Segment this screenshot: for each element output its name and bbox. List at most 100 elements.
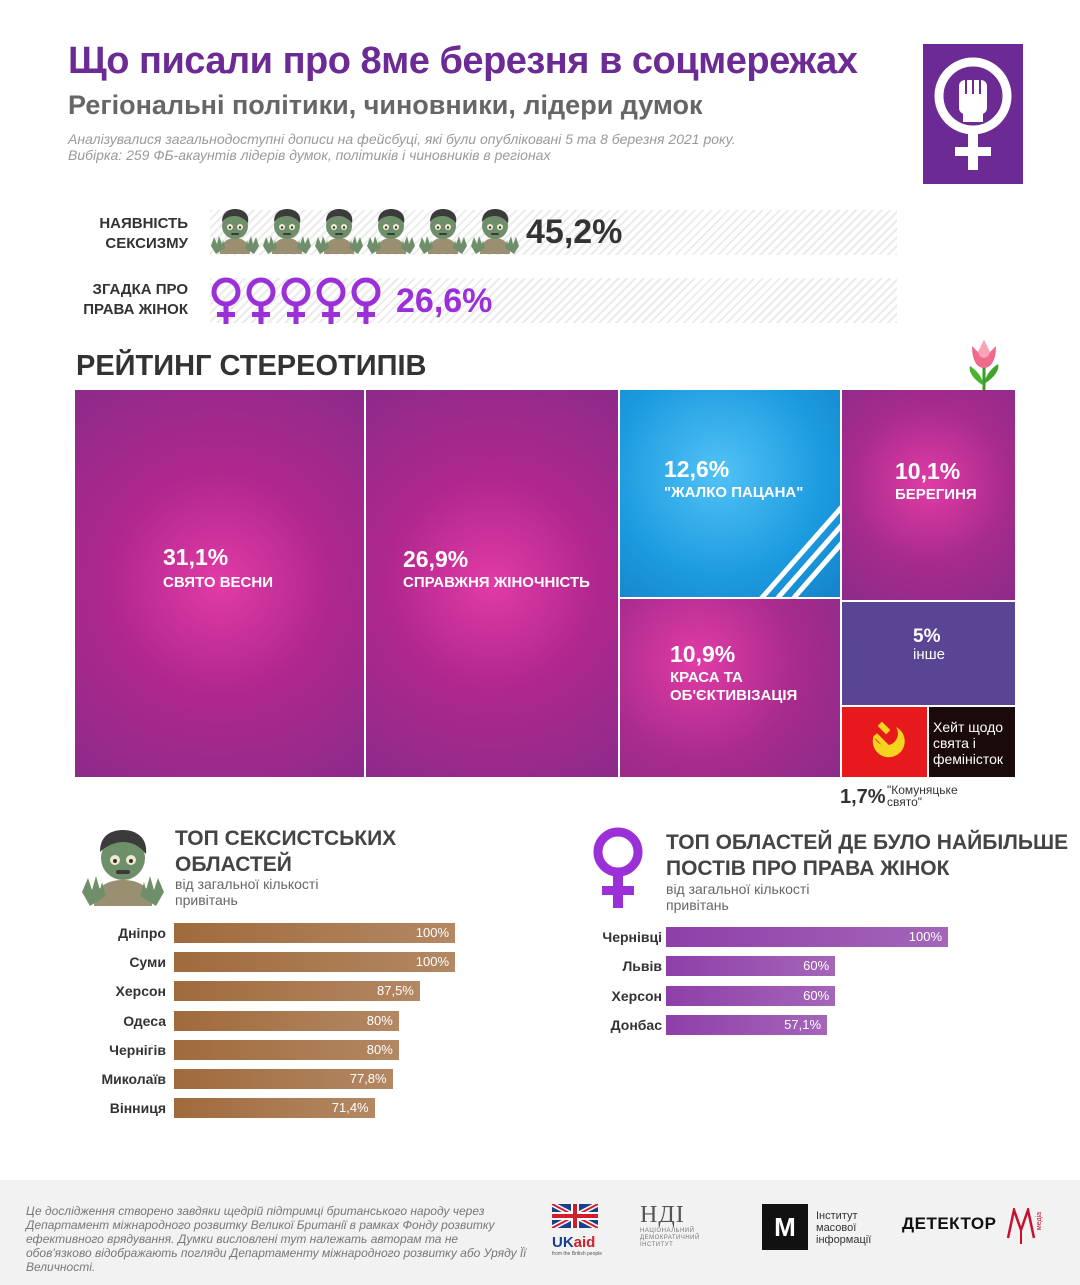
sexist-region-label: Суми — [129, 954, 166, 971]
zombie-icon — [262, 204, 312, 261]
page-subtitle: Регіональні політики, чиновники, лідери … — [68, 90, 703, 120]
left-chart-subtitle: від загальної кількості привітань — [175, 876, 318, 908]
zombie-icon — [418, 204, 468, 261]
ndi-text: НДІ — [640, 1202, 685, 1228]
left-chart-title: ТОП СЕКСИСТСЬКИХ ОБЛАСТЕЙ — [175, 826, 396, 878]
tile-inshe: 5% інше — [841, 602, 1015, 705]
tile-value: 5% — [913, 626, 941, 647]
tile-spravzhnya-zhinochnist: 26,9% СПРАВЖНЯ ЖІНОЧНІСТЬ — [366, 390, 619, 777]
sexism-value: 45,2% — [526, 213, 623, 251]
sexist-region-value: 77,8% — [349, 1071, 387, 1086]
right-chart-subtitle-line: від загальної кількості — [666, 881, 810, 897]
sexist-region-label: Херсон — [115, 983, 166, 1000]
tile-label: "ЖАЛКО ПАЦАНА" — [664, 484, 804, 501]
komunyatske-label-line: свято" — [887, 795, 923, 809]
right-chart-subtitle: від загальної кількості привітань — [666, 881, 809, 913]
description: Аналізувалися загальнодоступні дописи на… — [68, 131, 736, 163]
tile-label: КРАСА ТА ОБ'ЄКТИВІЗАЦІЯ — [670, 669, 797, 705]
sexist-region-bar: 100% — [174, 923, 455, 943]
ukaid-logo: UKaid from the British people — [550, 1201, 603, 1257]
ndi-subtext-line: ІНСТИТУТ — [640, 1242, 674, 1248]
rights-region-value: 60% — [803, 987, 830, 1003]
rating-title: РЕЙТИНГ СТЕРЕОТИПІВ — [76, 350, 427, 382]
tile-value: 31,1% — [163, 544, 229, 570]
tile-label-line: феміністок — [933, 751, 1004, 767]
ndi-logo: НДІ НАЦІОНАЛЬНИЙ ДЕМОКРАТИЧНИЙ ІНСТИТУТ — [640, 1202, 716, 1258]
sexist-region-label: Вінниця — [109, 1100, 166, 1117]
tile-value: 12,6% — [664, 456, 730, 482]
sexist-region-bar: 87,5% — [174, 981, 420, 1002]
tile-label-line: ОБ'ЄКТИВІЗАЦІЯ — [670, 687, 798, 704]
rights-region-bar: 100% — [666, 927, 948, 947]
rights-region-value: 60% — [803, 958, 830, 974]
feminist-fist-logo — [923, 44, 1023, 184]
tile-value: 10,1% — [895, 458, 961, 484]
right-chart-title-line: ТОП ОБЛАСТЕЙ ДЕ БУЛО НАЙБІЛЬШЕ — [666, 831, 1069, 854]
tile-svyato-vesny: 31,1% СВЯТО ВЕСНИ — [75, 390, 365, 777]
tulip-icon — [962, 336, 1006, 392]
rights-region-label: Херсон — [611, 987, 662, 1004]
right-chart-title: ТОП ОБЛАСТЕЙ ДЕ БУЛО НАЙБІЛЬШЕ ПОСТІВ ПР… — [666, 830, 1068, 882]
sexist-region-value: 80% — [366, 1041, 393, 1057]
sexist-region-bar: 80% — [174, 1039, 399, 1060]
sexist-region-value: 100% — [415, 954, 449, 970]
ndi-subtext: НАЦІОНАЛЬНИЙ ДЕМОКРАТИЧНИЙ ІНСТИТУТ — [640, 1228, 716, 1249]
tile-berehynya: 10,1% БЕРЕГИНЯ — [841, 390, 1015, 600]
detector-media-logo: ДЕТЕКТОР медіа — [902, 1208, 1052, 1248]
ndi-subtext-line: ДЕМОКРАТИЧНИЙ — [640, 1235, 700, 1241]
imi-text: Інститут масової інформації — [816, 1210, 871, 1246]
venus-icon — [243, 276, 279, 331]
sexist-region-label: Чернігів — [109, 1041, 166, 1058]
komunyatske-label: "Комуняцьке свято" — [887, 784, 958, 808]
detector-m-icon — [1006, 1208, 1036, 1244]
right-chart-title-line: ПОСТІВ ПРО ПРАВА ЖІНОК — [666, 857, 950, 880]
stat-label-rights: ЗГАДКА ПРО ПРАВА ЖІНОК — [68, 280, 188, 320]
tile-value: 10,9% — [670, 641, 736, 667]
ukaid-tagline: from the British people — [552, 1251, 603, 1257]
venus-icon — [313, 276, 349, 331]
sexist-region-bar: 80% — [174, 1010, 399, 1031]
sexist-region-label: Дніпро — [118, 925, 166, 941]
stat-label-line: СЕКСИЗМУ — [105, 235, 188, 252]
venus-icon — [348, 276, 384, 331]
tile-label: БЕРЕГИНЯ — [895, 486, 977, 503]
stripes-decoration — [759, 505, 840, 597]
footer: Це дослідження створено завдяки щедрій п… — [0, 1180, 1080, 1285]
komunyatske-value: 1,7% — [840, 786, 886, 808]
ukaid-text-aid: aid — [573, 1234, 596, 1251]
venus-large-icon — [590, 826, 646, 912]
imi-text-line: інформації — [816, 1234, 872, 1246]
left-chart-title-line: ОБЛАСТЕЙ — [175, 853, 292, 876]
tile-label-line: свята і — [933, 735, 976, 751]
tile-value: 26,9% — [403, 546, 469, 572]
tile-krasa: 10,9% КРАСА ТА ОБ'ЄКТИВІЗАЦІЯ — [620, 598, 840, 777]
left-chart-subtitle-line: привітань — [175, 892, 238, 908]
zombie-large-icon — [80, 822, 166, 912]
ukaid-text-uk: UK — [552, 1234, 574, 1251]
hammer-sickle-icon — [872, 721, 905, 758]
rights-region-value: 57,1% — [784, 1017, 822, 1033]
tile-komunyatske — [841, 707, 927, 777]
page-title: Що писали про 8ме березня в соцмережах — [68, 40, 858, 82]
sexist-region-bar: 77,8% — [174, 1069, 393, 1089]
tile-heit: Хейт щодо свята і феміністок — [928, 707, 1015, 777]
tile-label-line: КРАСА ТА — [670, 669, 743, 686]
rights-region-bar: 57,1% — [666, 1015, 828, 1036]
venus-icon — [208, 276, 244, 331]
imi-text-line: Інститут — [816, 1210, 858, 1222]
sexist-region-value: 71,4% — [331, 1100, 369, 1116]
uk-flag-icon — [550, 1201, 600, 1231]
tile-label: Хейт щодо свята і феміністок — [933, 719, 1003, 767]
rights-region-label: Чернівці — [602, 929, 662, 945]
zombie-icon — [470, 204, 520, 261]
stat-label-line: ЗГАДКА ПРО — [92, 281, 188, 298]
rights-region-value: 100% — [908, 929, 942, 944]
sexist-region-value: 80% — [366, 1012, 393, 1028]
stat-label-line: ПРАВА ЖІНОК — [83, 301, 188, 318]
rights-region-bar: 60% — [666, 985, 836, 1006]
left-chart-subtitle-line: від загальної кількості — [175, 876, 319, 892]
detector-text: ДЕТЕКТОР — [902, 1214, 997, 1233]
right-chart-subtitle-line: привітань — [666, 897, 729, 913]
tile-label: інше — [913, 646, 945, 663]
